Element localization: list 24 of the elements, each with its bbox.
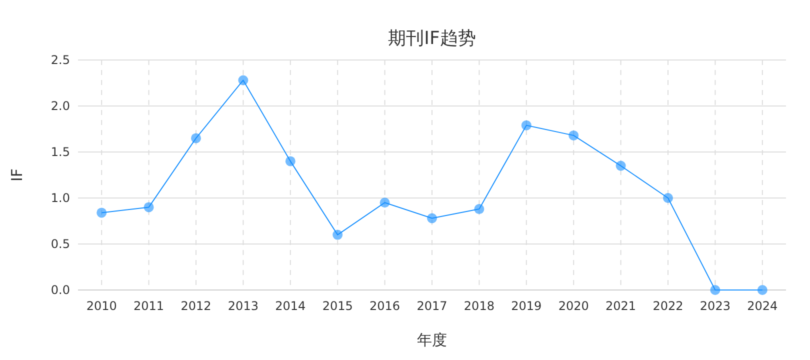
xlabel: 年度 <box>417 331 447 349</box>
xtick: 2012 <box>180 299 212 313</box>
xtick: 2011 <box>134 299 164 313</box>
ytick: 2.5 <box>50 53 70 67</box>
xtick: 2016 <box>370 299 400 313</box>
ytick: 2.0 <box>50 99 70 113</box>
ylabel: IF <box>8 168 26 182</box>
xtick: 2021 <box>606 299 636 313</box>
xtick: 2023 <box>700 299 730 313</box>
xtick: 2015 <box>322 299 353 313</box>
ytick: 1.0 <box>50 191 70 205</box>
xtick: 2024 <box>747 299 778 313</box>
xtick: 2020 <box>558 299 589 313</box>
xtick: 2018 <box>464 299 494 313</box>
ytick: 0.5 <box>50 237 70 251</box>
xtick: 2010 <box>86 299 117 313</box>
ytick: 0.0 <box>50 283 70 297</box>
xtick: 2022 <box>652 299 684 313</box>
title: 期刊IF趋势 <box>388 28 476 49</box>
xtick: 2017 <box>416 299 448 313</box>
ytick: 1.5 <box>50 145 70 159</box>
xtick: 2013 <box>228 299 258 313</box>
xtick: 2019 <box>511 299 542 313</box>
xtick: 2014 <box>275 299 306 313</box>
